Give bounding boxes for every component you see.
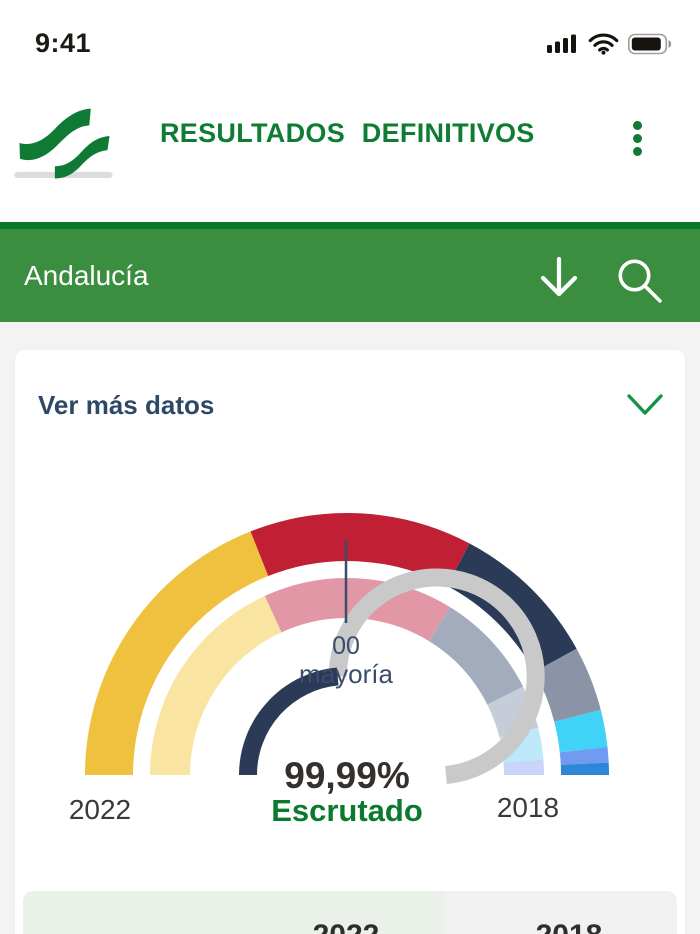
ring-2022-segment-6 <box>559 747 609 766</box>
gauge-track <box>328 568 545 784</box>
battery-icon <box>628 33 672 55</box>
ring-2022-segment-4 <box>534 648 601 723</box>
table-header-2022-column <box>23 891 445 934</box>
top-white-area: 9:41 <box>0 0 700 222</box>
download-arrow-icon[interactable] <box>539 256 579 302</box>
junta-de-andalucia-logo <box>14 108 113 179</box>
gauge-filled <box>239 667 339 776</box>
scrutiny-label: Escrutado <box>271 793 423 828</box>
status-time: 9:41 <box>35 28 92 58</box>
region-bar-accent-strip <box>0 222 700 229</box>
search-icon[interactable] <box>617 258 663 304</box>
ring-2022-segment-2 <box>250 513 470 587</box>
year-label-2022: 2022 <box>69 794 131 825</box>
majority-value: 00 <box>332 632 360 660</box>
page-title: RESULTADOS DEFINITIVOS <box>160 118 535 148</box>
hemicycle-chart: 00 mayoría 99,99% Escrutado 2022 2018 <box>15 470 685 840</box>
cellular-signal-icon <box>547 34 576 53</box>
ring-2022-segment-1 <box>85 531 269 776</box>
region-title: Andalucía <box>24 260 149 291</box>
ring-2018-segment-3 <box>428 607 524 706</box>
wifi-icon <box>588 33 619 55</box>
status-icons <box>547 33 672 55</box>
chevron-down-icon[interactable] <box>627 394 663 416</box>
app-header: RESULTADOS DEFINITIVOS <box>0 62 700 222</box>
expander-label: Ver más datos <box>38 390 215 420</box>
ring-2022-segment-5 <box>554 709 608 753</box>
majority-label: mayoría <box>299 659 393 689</box>
ring-2018-segment-6 <box>503 759 544 776</box>
table-header-2018-column <box>444 891 677 934</box>
status-bar: 9:41 <box>0 0 700 62</box>
table-header-2018-label: 2018 <box>536 919 603 934</box>
kebab-menu-icon[interactable] <box>633 121 642 156</box>
results-card: Ver más datos 00 mayoría 99,99% Escrutad… <box>15 350 685 934</box>
ver-mas-datos-expander[interactable]: Ver más datos <box>15 350 685 420</box>
table-header-2022-label: 2022 <box>313 919 380 934</box>
region-bar: Andalucía <box>0 222 700 322</box>
year-label-2018: 2018 <box>497 792 559 823</box>
ring-2018-segment-2 <box>264 578 450 642</box>
comparison-table-header: 2022 2018 <box>23 891 677 934</box>
scrutiny-percentage: 99,99% <box>284 755 410 796</box>
ring-2018-segment-1 <box>150 595 282 776</box>
